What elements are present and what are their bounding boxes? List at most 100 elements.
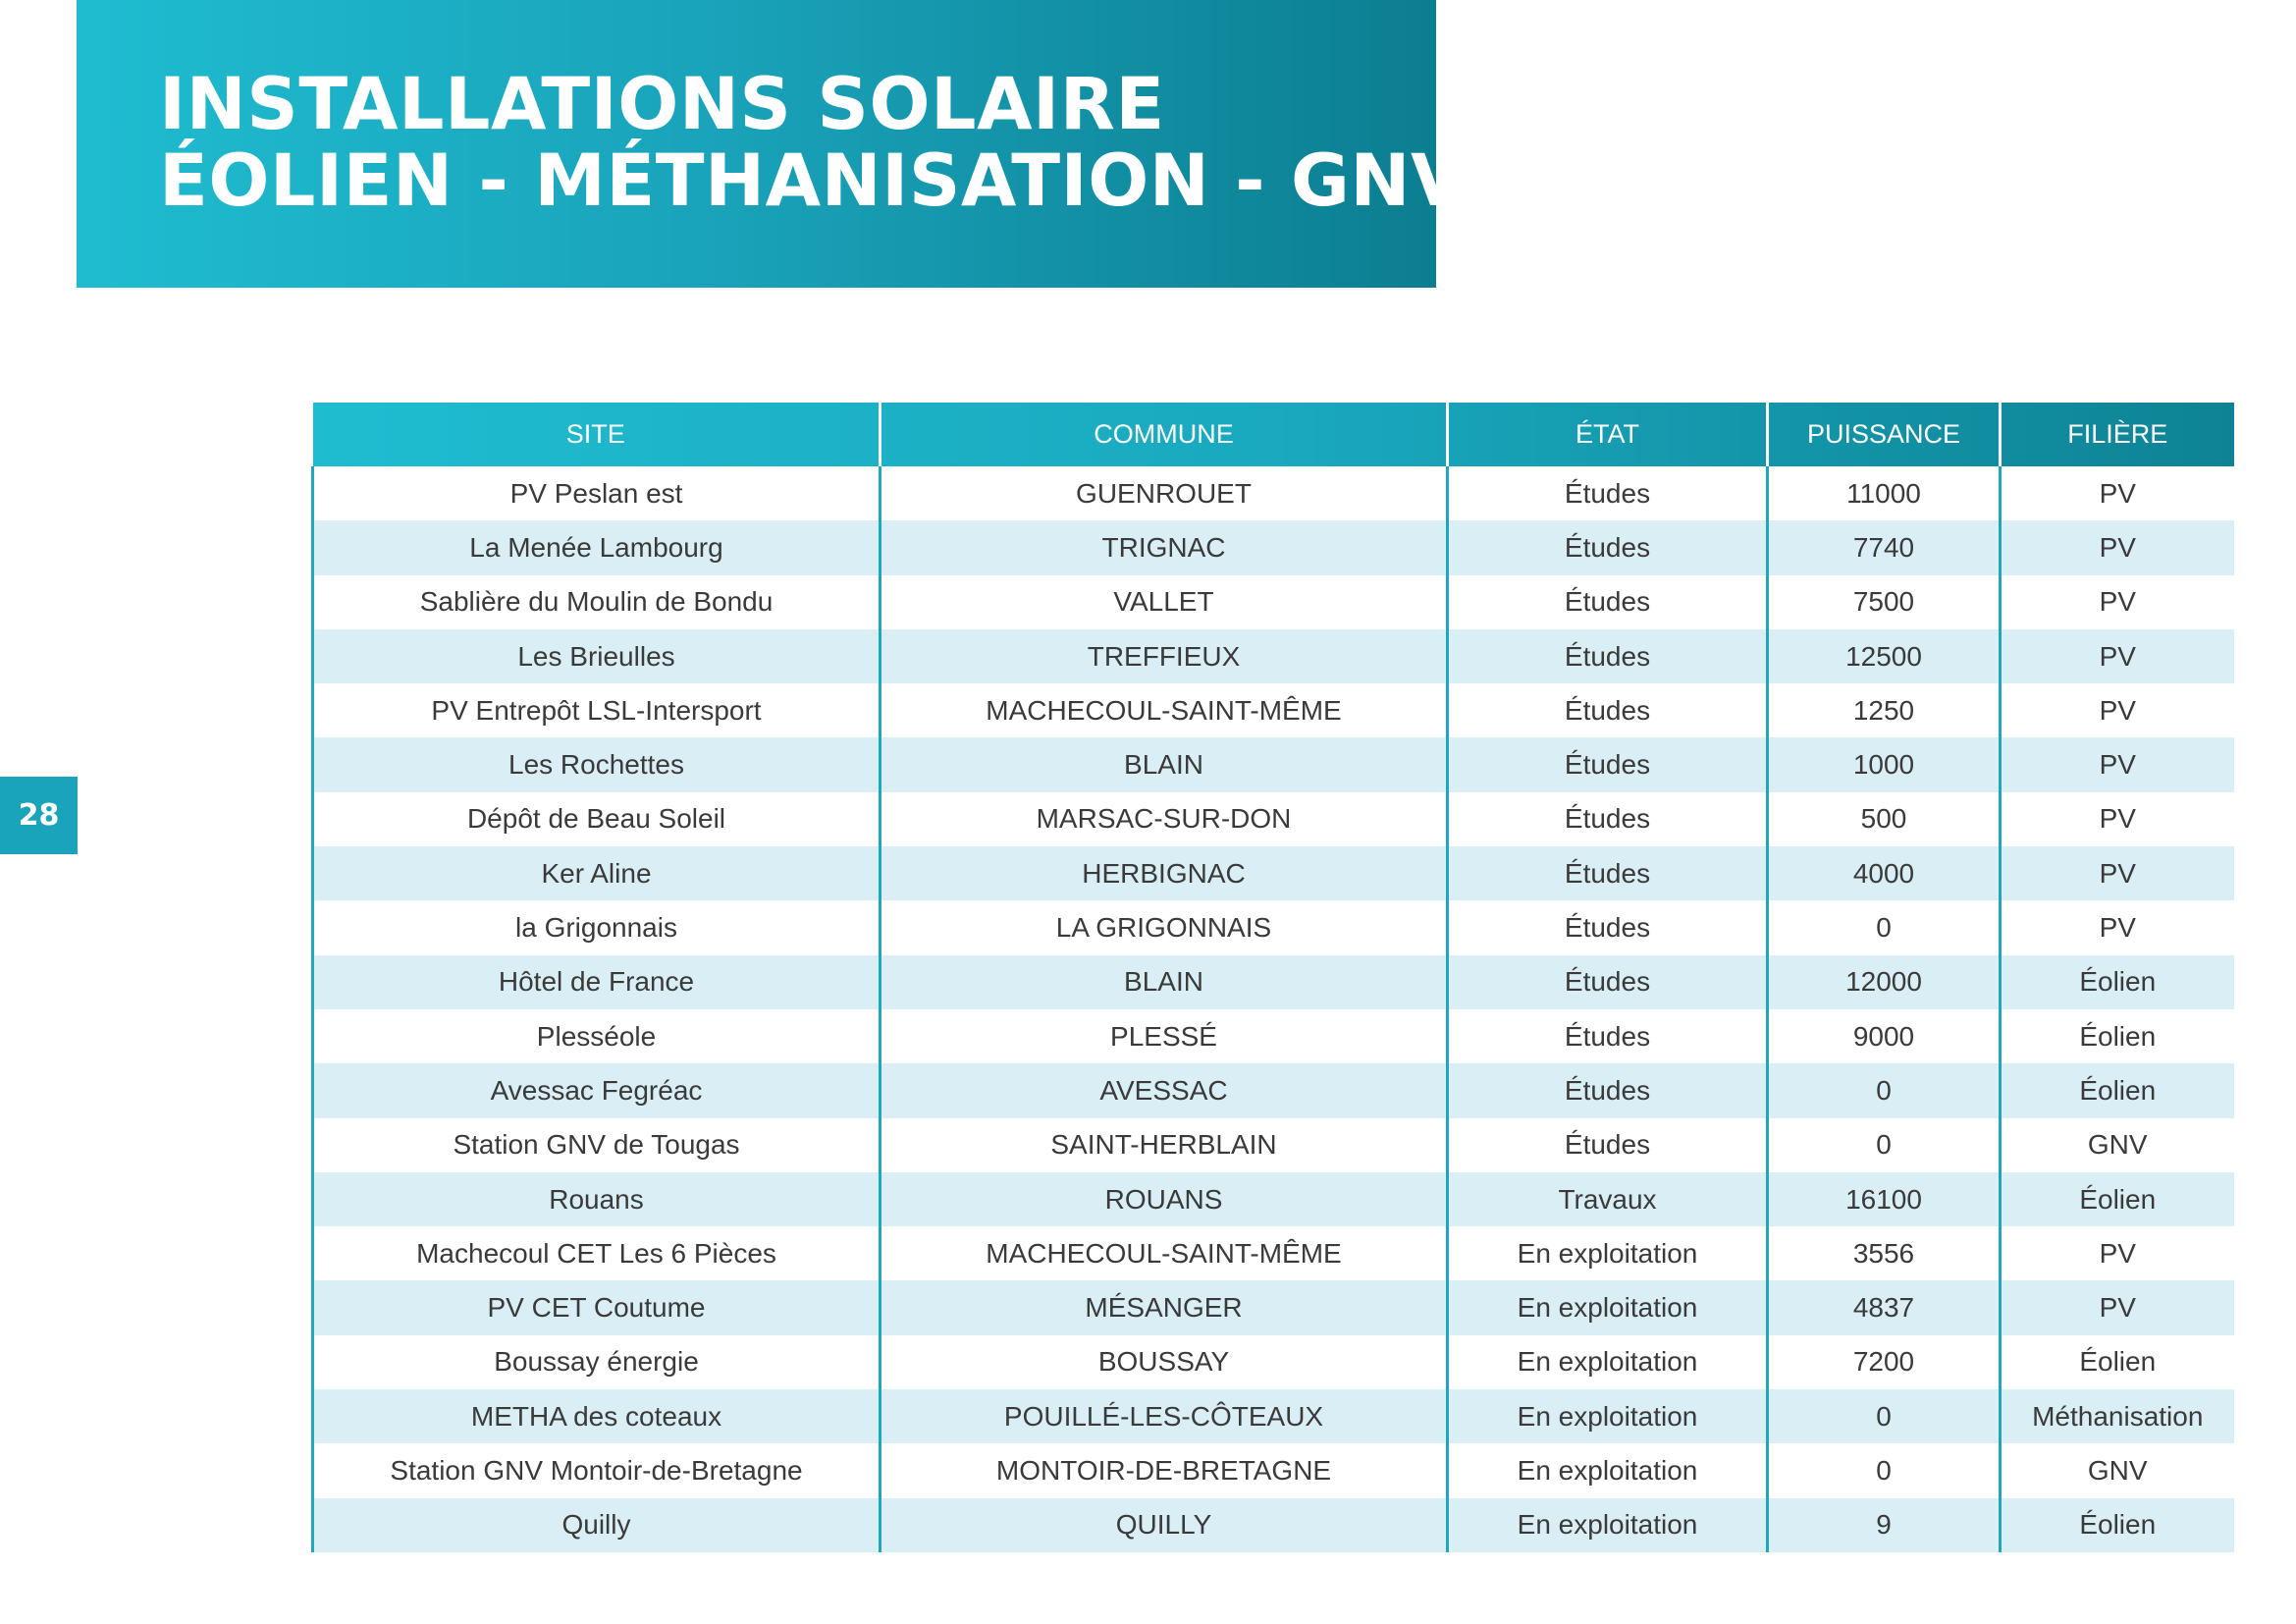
cell-commune: AVESSAC	[879, 1063, 1448, 1118]
cell-commune: MACHECOUL-SAINT-MÊME	[879, 1226, 1448, 1281]
cell-etat: En exploitation	[1446, 1497, 1768, 1552]
cell-etat: En exploitation	[1446, 1334, 1768, 1390]
cell-site: Hôtel de France	[311, 954, 881, 1009]
cell-puissance: 12500	[1766, 628, 2001, 684]
cell-puissance: 1000	[1766, 737, 2001, 792]
cell-etat: Études	[1446, 737, 1768, 792]
cell-puissance: 4837	[1766, 1280, 2001, 1335]
cell-puissance: 4000	[1766, 846, 2001, 901]
table-row: METHA des coteaux POUILLÉ-LES-CÔTEAUX En e…	[311, 1389, 2234, 1444]
cell-filiere: GNV	[1999, 1117, 2234, 1172]
cell-commune: BOUSSAY	[879, 1334, 1448, 1390]
cell-site: Boussay énergie	[311, 1334, 881, 1390]
table-row: Les Rochettes BLAIN Études 1000 PV	[311, 737, 2234, 792]
table-row: Hôtel de France BLAIN Études 12000 Éolien	[311, 954, 2234, 1009]
column-header-commune: COMMUNE	[879, 403, 1448, 466]
cell-filiere: PV	[1999, 900, 2234, 955]
cell-puissance: 16100	[1766, 1171, 2001, 1227]
cell-etat: En exploitation	[1446, 1226, 1768, 1281]
cell-etat: Travaux	[1446, 1171, 1768, 1227]
installations-table-container: SITE COMMUNE ÉTAT PUISSANCE FILIÈRE PV P…	[311, 403, 2234, 1552]
column-header-etat: ÉTAT	[1446, 403, 1768, 466]
cell-etat: Études	[1446, 846, 1768, 901]
cell-site: Ker Aline	[311, 846, 881, 901]
cell-commune: LA GRIGONNAIS	[879, 900, 1448, 955]
table-row: Boussay énergie BOUSSAY En exploitation 720…	[311, 1334, 2234, 1390]
cell-commune: ROUANS	[879, 1171, 1448, 1227]
cell-commune: VALLET	[879, 574, 1448, 629]
cell-filiere: PV	[1999, 737, 2234, 792]
table-row: Station GNV de Tougas SAINT-HERBLAIN Étude…	[311, 1117, 2234, 1172]
cell-site: La Menée Lambourg	[311, 520, 881, 575]
cell-puissance: 9	[1766, 1497, 2001, 1552]
cell-etat: Études	[1446, 1063, 1768, 1118]
cell-site: Rouans	[311, 1171, 881, 1227]
cell-filiere: PV	[1999, 628, 2234, 684]
cell-etat: Études	[1446, 900, 1768, 955]
cell-commune: BLAIN	[879, 954, 1448, 1009]
table-row: PV CET Coutume MÉSANGER En exploitation 483…	[311, 1280, 2234, 1335]
cell-filiere: Éolien	[1999, 1171, 2234, 1227]
cell-commune: MACHECOUL-SAINT-MÊME	[879, 683, 1448, 738]
table-row: Dépôt de Beau Soleil MARSAC-SUR-DON Études…	[311, 791, 2234, 847]
table-row: Ker Aline HERBIGNAC Études 4000 PV	[311, 846, 2234, 901]
cell-site: PV Entrepôt LSL-Intersport	[311, 683, 881, 738]
cell-site: Plesséole	[311, 1008, 881, 1064]
cell-filiere: Éolien	[1999, 1008, 2234, 1064]
cell-filiere: PV	[1999, 574, 2234, 629]
table-row: Plesséole PLESSÉ Études 9000 Éolien	[311, 1008, 2234, 1064]
cell-site: Dépôt de Beau Soleil	[311, 791, 881, 847]
cell-etat: Études	[1446, 1117, 1768, 1172]
cell-filiere: PV	[1999, 683, 2234, 738]
cell-site: Machecoul CET Les 6 Pièces	[311, 1226, 881, 1281]
cell-etat: Études	[1446, 954, 1768, 1009]
table-row: Machecoul CET Les 6 Pièces MACHECOUL-SAIN…	[311, 1226, 2234, 1281]
cell-filiere: PV	[1999, 791, 2234, 847]
cell-puissance: 1250	[1766, 683, 2001, 738]
cell-filiere: PV	[1999, 846, 2234, 901]
installations-table: SITE COMMUNE ÉTAT PUISSANCE FILIÈRE PV P…	[311, 403, 2234, 1552]
cell-site: Station GNV de Tougas	[311, 1117, 881, 1172]
cell-commune: TREFFIEUX	[879, 628, 1448, 684]
table-row: Quilly QUILLY En exploitation 9 Éolien	[311, 1497, 2234, 1552]
cell-puissance: 0	[1766, 1063, 2001, 1118]
table-row: Sablière du Moulin de Bondu VALLET Études 7…	[311, 574, 2234, 629]
table-row: Avessac Fegréac AVESSAC Études 0 Éolien	[311, 1063, 2234, 1118]
cell-site: PV Peslan est	[311, 466, 881, 521]
column-header-filiere: FILIÈRE	[1999, 403, 2234, 466]
column-header-site: SITE	[565, 419, 625, 449]
cell-puissance: 500	[1766, 791, 2001, 847]
cell-puissance: 0	[1766, 1117, 2001, 1172]
cell-puissance: 11000	[1766, 466, 2001, 521]
cell-commune: HERBIGNAC	[879, 846, 1448, 901]
cell-etat: En exploitation	[1446, 1389, 1768, 1444]
table-header: SITE COMMUNE ÉTAT PUISSANCE FILIÈRE	[312, 403, 2234, 466]
cell-site: la Grigonnais	[311, 900, 881, 955]
cell-etat: Études	[1446, 466, 1768, 521]
cell-filiere: PV	[1999, 1226, 2234, 1281]
cell-filiere: Éolien	[1999, 1334, 2234, 1390]
cell-etat: Études	[1446, 791, 1768, 847]
cell-site: Avessac Fegréac	[311, 1063, 881, 1118]
cell-filiere: Éolien	[1999, 1497, 2234, 1552]
cell-site: Quilly	[311, 1497, 881, 1552]
cell-puissance: 7200	[1766, 1334, 2001, 1390]
cell-puissance: 0	[1766, 900, 2001, 955]
cell-commune: QUILLY	[879, 1497, 1448, 1552]
cell-site: Les Brieulles	[311, 628, 881, 684]
table-row: Rouans ROUANS Travaux 16100 Éolien	[311, 1171, 2234, 1227]
cell-etat: Études	[1446, 628, 1768, 684]
cell-puissance: 0	[1766, 1389, 2001, 1444]
cell-commune: MÉSANGER	[879, 1280, 1448, 1335]
cell-commune: MONTOIR-DE-BRETAGNE	[879, 1443, 1448, 1498]
cell-etat: Études	[1446, 574, 1768, 629]
page-title-line-1: INSTALLATIONS SOLAIRE	[159, 63, 1165, 146]
cell-commune: GUENROUET	[879, 466, 1448, 521]
table-row: Station GNV Montoir-de-Bretagne MONTOIR-D…	[311, 1443, 2234, 1498]
table-body: PV Peslan est GUENROUET Études 11000 PV La Me…	[311, 466, 2234, 1552]
cell-puissance: 3556	[1766, 1226, 2001, 1281]
cell-filiere: Éolien	[1999, 1063, 2234, 1118]
cell-site: Sablière du Moulin de Bondu	[311, 574, 881, 629]
cell-filiere: PV	[1999, 466, 2234, 521]
cell-filiere: PV	[1999, 1280, 2234, 1335]
